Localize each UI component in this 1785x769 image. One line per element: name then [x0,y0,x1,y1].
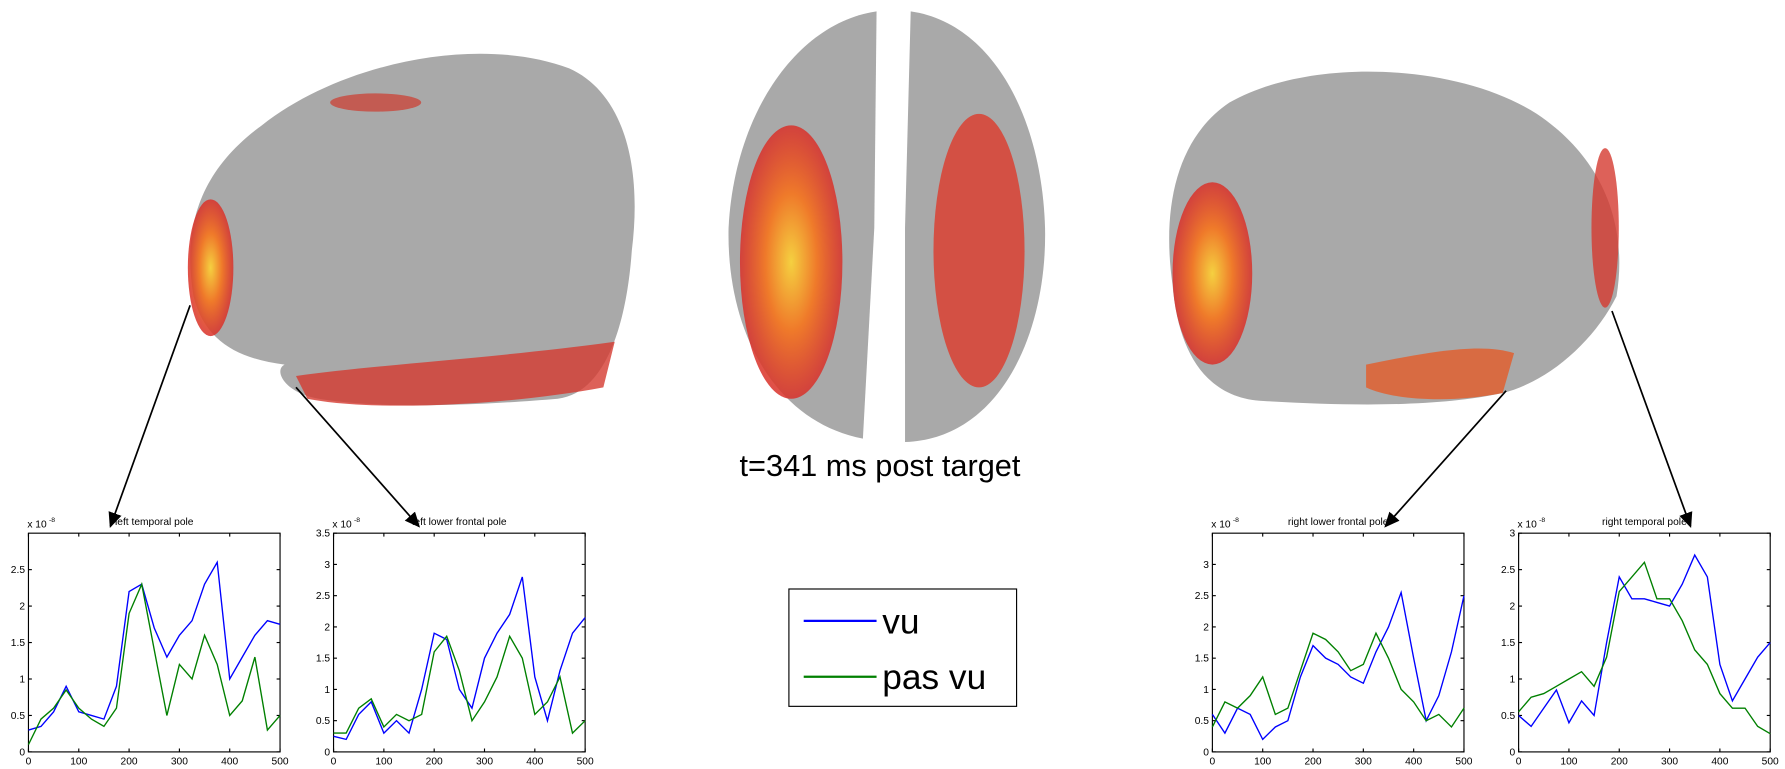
y-scale-label: x 10 [332,519,352,530]
y-tick-label: 0.5 [11,711,26,722]
series-line [1518,553,1771,728]
y-tick-label: 0.5 [1195,716,1210,727]
y-tick-label: 2 [19,602,25,613]
plot-area [1518,532,1771,753]
series-line [27,581,281,745]
y-scale-label: x 10 [27,519,47,530]
y-tick-label: 2.5 [11,565,26,576]
plot-area [332,532,586,753]
chart: right lower frontal pole x 10 -8 0 0.5 1 1.5 2 2… [1195,517,1473,768]
x-tick-label: 500 [577,756,594,767]
y-tick-label: 1.5 [1501,638,1516,649]
chart: left temporal pole x 10 -8 0 0.5 1 1.5 2 2.5 0 100… [11,517,289,768]
legend-label: vu [882,602,919,641]
y-tick-label: 0.5 [1501,711,1516,722]
brain-top [728,11,1046,443]
y-scale-label: x 10 [1211,519,1231,530]
x-tick-label: 200 [426,756,443,767]
y-tick-label: 2 [1509,602,1515,613]
y-scale-exponent: -8 [1539,517,1545,524]
x-tick-label: 0 [26,756,32,767]
y-tick-label: 3.5 [316,529,331,540]
y-tick-label: 1 [1203,685,1209,696]
x-tick-label: 200 [1304,756,1321,767]
chart-title: left lower frontal pole [412,517,507,528]
y-tick-label: 3 [324,560,330,571]
x-tick-label: 500 [272,756,289,767]
x-tick-label: 100 [1560,756,1577,767]
y-tick-label: 0 [19,747,25,758]
y-tick-label: 0.5 [316,716,331,727]
y-tick-label: 1 [19,674,25,685]
chart-title: right lower frontal pole [1288,517,1389,528]
series-line [28,560,281,731]
chart-title: left temporal pole [115,517,194,528]
y-tick-label: 3 [1203,560,1209,571]
chart: left lower frontal pole x 10 -8 0 0.5 1 1.5 2 2.… [316,517,594,768]
x-tick-label: 100 [375,756,392,767]
y-tick-label: 1.5 [1195,654,1210,665]
y-tick-label: 0 [1509,747,1515,758]
brain-right [1169,71,1620,405]
arrows [108,305,1693,528]
y-tick-label: 2.5 [1501,565,1516,576]
y-scale-label: x 10 [1517,519,1537,530]
y-tick-label: 2.5 [1195,591,1210,602]
y-scale-exponent: -8 [1233,517,1239,524]
plot-area [27,532,281,753]
chart-title: right temporal pole [1602,517,1687,528]
x-tick-label: 500 [1762,756,1779,767]
chart: right temporal pole x 10 -8 0 0.5 1 1.5 2 2.5 3 0 1… [1501,517,1779,768]
x-tick-label: 400 [1405,756,1422,767]
y-tick-label: 1.5 [11,638,26,649]
x-tick-label: 0 [1210,756,1216,767]
y-tick-label: 2 [1203,622,1209,633]
x-tick-label: 100 [1254,756,1271,767]
y-scale-exponent: -8 [354,517,360,524]
x-tick-label: 200 [121,756,138,767]
series-line [1211,631,1465,729]
x-tick-label: 400 [1711,756,1728,767]
y-tick-label: 1.5 [316,654,331,665]
x-tick-label: 0 [331,756,337,767]
x-tick-label: 300 [1355,756,1372,767]
y-tick-label: 0 [1203,747,1209,758]
series-line [1518,560,1771,735]
x-tick-label: 300 [171,756,188,767]
series-line [333,634,586,735]
x-tick-label: 200 [1611,756,1628,767]
y-tick-label: 3 [1509,529,1515,540]
y-tick-label: 2 [324,622,330,633]
x-tick-label: 300 [476,756,493,767]
x-tick-label: 0 [1516,756,1522,767]
y-scale-exponent: -8 [49,517,55,524]
brain-left [187,53,635,406]
y-tick-label: 1 [1509,674,1515,685]
y-tick-label: 2.5 [316,591,331,602]
x-tick-label: 400 [221,756,238,767]
caption: t=341 ms post target [740,448,1021,483]
y-tick-label: 0 [324,747,330,758]
x-tick-label: 400 [526,756,543,767]
x-tick-label: 500 [1455,756,1472,767]
x-tick-label: 100 [70,756,87,767]
series-line [1211,589,1465,741]
legend-label: pas vu [882,658,986,697]
y-tick-label: 1 [324,685,330,696]
x-tick-label: 300 [1661,756,1678,767]
legend: vu pas vu [788,588,1018,707]
plot-area [1211,532,1465,753]
